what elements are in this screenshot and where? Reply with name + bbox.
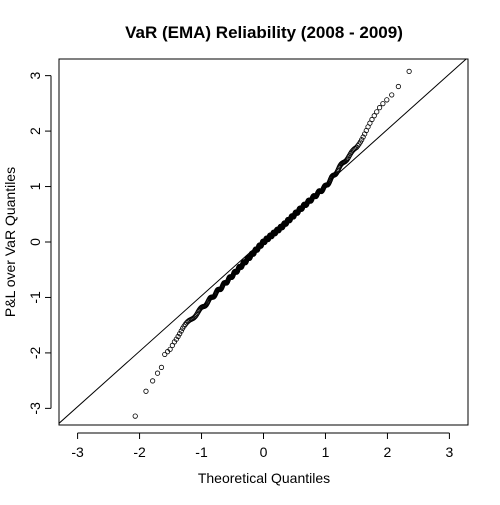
qq-point [389, 92, 395, 98]
qq-points [132, 68, 412, 419]
y-tick-label: -1 [27, 291, 43, 304]
x-tick-label: -1 [195, 444, 208, 460]
qq-point [167, 346, 173, 352]
qq-point [158, 364, 165, 370]
qq-point [132, 413, 138, 419]
qq-point [150, 378, 156, 384]
y-tick-label: 2 [27, 127, 43, 135]
y-tick-label: -2 [27, 346, 43, 359]
plot-area: -3 -2 -1 0 1 2 3 -3 -2 -1 0 1 2 3 [27, 58, 469, 460]
qq-point [162, 351, 168, 358]
chart-title: VaR (EMA) Reliability (2008 - 2009) [125, 23, 403, 42]
qq-point [177, 331, 183, 337]
qq-point [344, 157, 350, 163]
qq-point [406, 68, 412, 75]
qq-point [380, 101, 386, 107]
y-tick-label: 1 [27, 182, 43, 190]
qq-point [178, 328, 184, 334]
qq-point [376, 105, 383, 111]
x-tick-label: 0 [260, 444, 268, 460]
qq-point [193, 313, 199, 319]
x-axis-label: Theoretical Quantiles [198, 470, 330, 486]
y-axis-label: P&L over VaR Quantiles [2, 167, 18, 317]
x-tick-label: -3 [71, 444, 84, 460]
qq-point [384, 97, 390, 103]
qq-point [143, 388, 149, 394]
x-tick-label: -2 [133, 444, 146, 460]
qq-point [371, 113, 377, 119]
qq-point [360, 134, 366, 140]
y-tick-label: 3 [27, 72, 43, 80]
qq-point [359, 137, 365, 143]
qq-point [354, 144, 360, 150]
plot-frame [58, 58, 469, 426]
x-tick-label: 1 [322, 444, 330, 460]
y-tick-label: -3 [27, 402, 43, 415]
x-tick-label: 3 [446, 444, 454, 460]
x-tick-label: 2 [384, 444, 392, 460]
qq-point [374, 109, 380, 115]
qq-point [175, 333, 181, 340]
qq-point [154, 370, 161, 376]
y-tick-label: 0 [27, 238, 43, 246]
qq-point [395, 83, 401, 90]
qq-point [369, 116, 375, 123]
qq-point [173, 336, 179, 342]
